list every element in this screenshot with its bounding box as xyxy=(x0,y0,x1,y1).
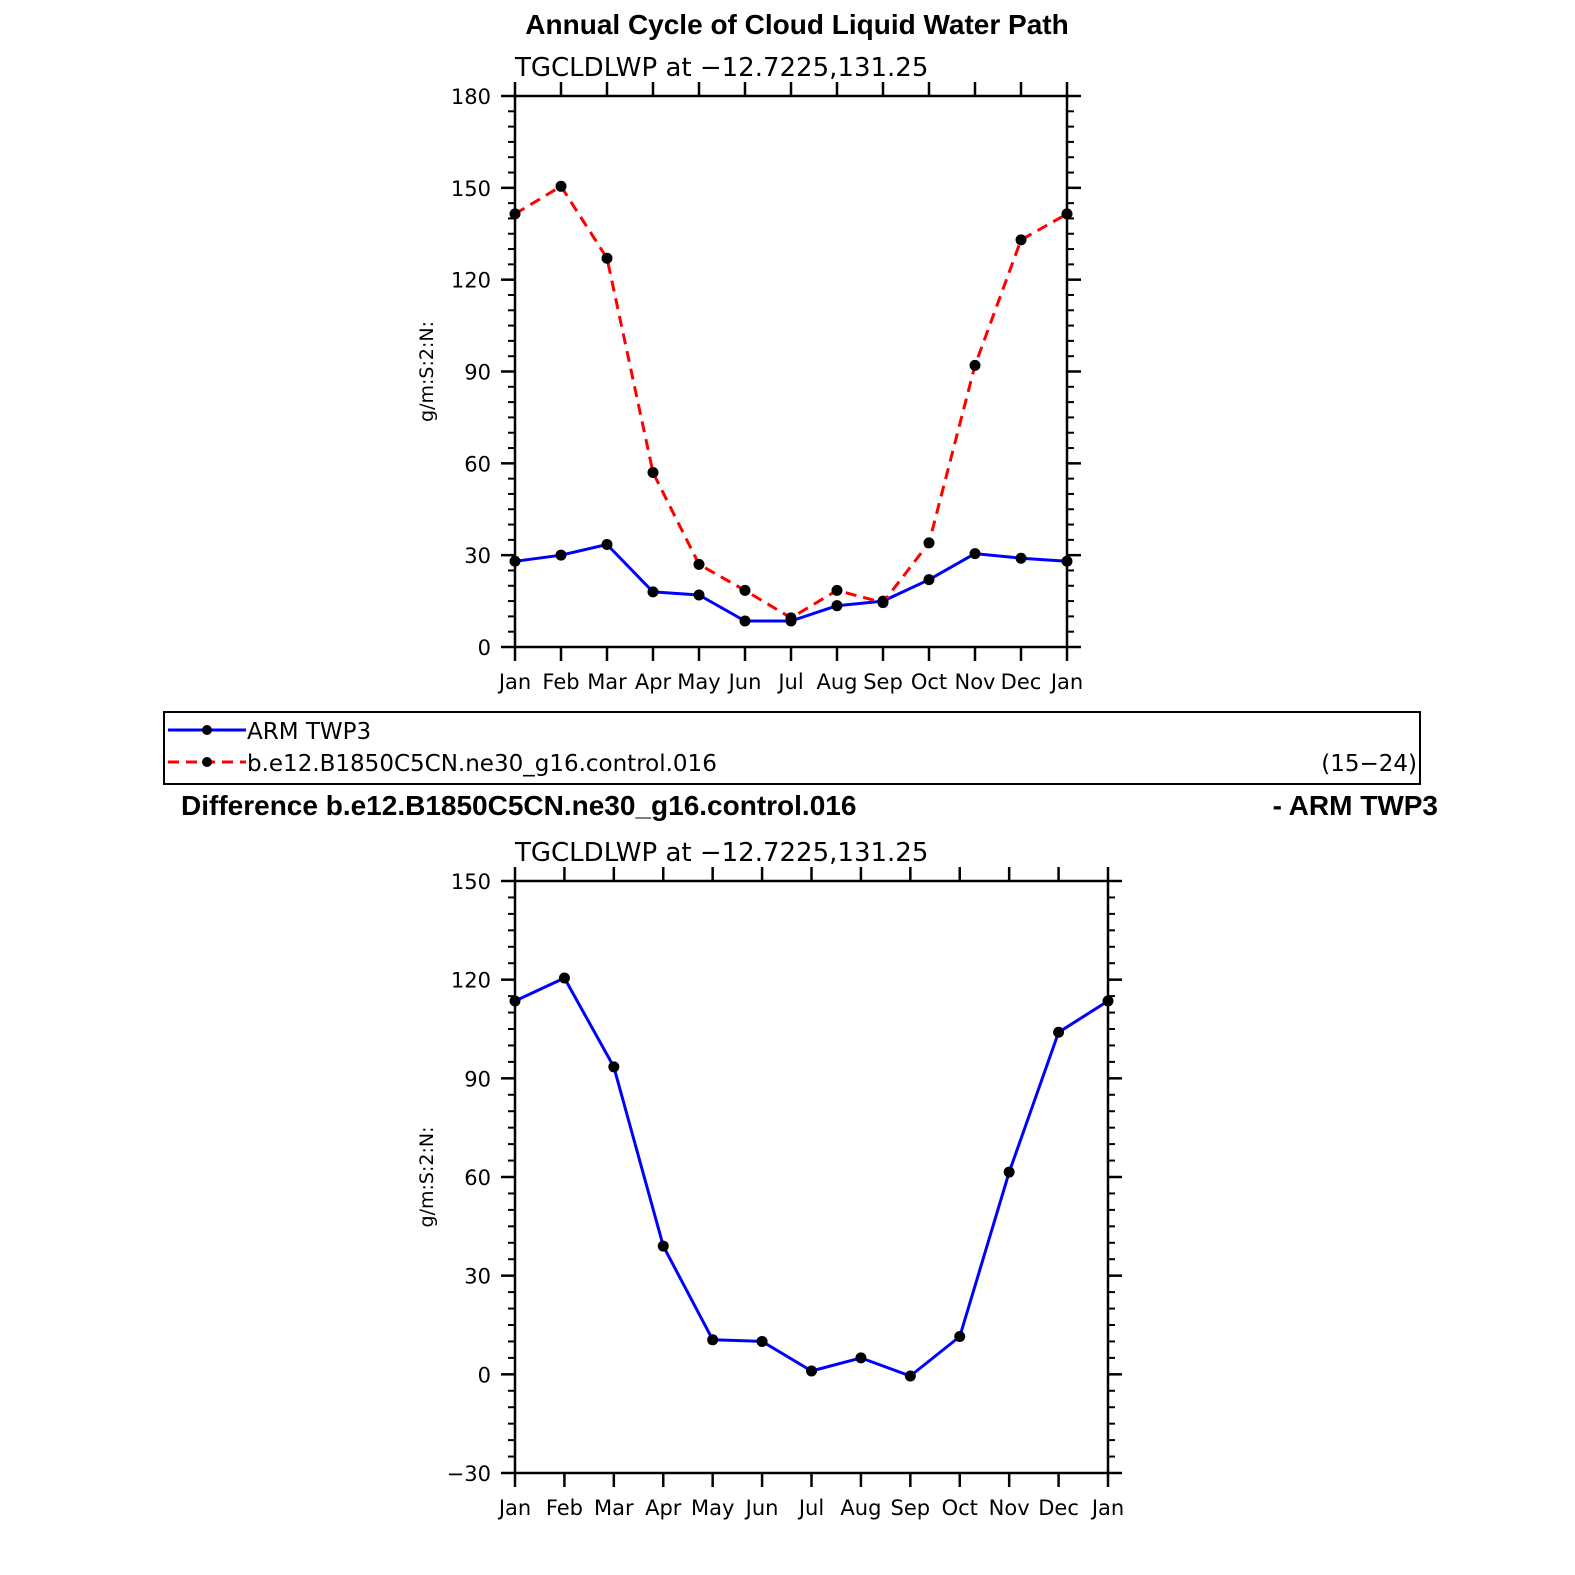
x-tick-label: Jan xyxy=(1090,1496,1124,1520)
y-tick-label: 60 xyxy=(464,1166,491,1190)
chart-2-series-1-point xyxy=(756,1335,768,1347)
chart-1-series-1-point xyxy=(693,589,705,601)
chart-1-series-2-point xyxy=(877,597,889,609)
chart-1-series-1-line xyxy=(514,543,1068,623)
legend: ARM TWP3 b.e12.B1850C5CN.ne30_g16.contro… xyxy=(163,711,1421,785)
legend-marker-model xyxy=(202,757,212,767)
chart-2: TGCLDLWP at −12.7225,131.25 g/m:S:2:N: −30… xyxy=(416,838,1124,1520)
chart-1-series-2-point xyxy=(739,584,751,596)
chart-1-series-2-point xyxy=(647,467,659,479)
chart-1-series-2-point xyxy=(509,208,521,220)
chart-1-series-1-point xyxy=(1015,552,1027,564)
chart-1-series-2-point xyxy=(693,558,705,570)
x-tick-label: Jun xyxy=(744,1496,779,1520)
y-tick-label: 30 xyxy=(464,1265,491,1289)
x-tick-label: Nov xyxy=(989,1496,1030,1520)
chart-2-series-1-point xyxy=(806,1365,817,1377)
x-tick-label: Oct xyxy=(942,1496,978,1520)
chart-1-series-1-point xyxy=(831,600,843,612)
chart-1: TGCLDLWP at −12.7225,131.25 g/m:S:2:N: 0 30… xyxy=(416,53,1083,694)
chart-2-ylabel: g/m:S:2:N: xyxy=(416,1127,438,1228)
chart-2-series-1-point xyxy=(1102,995,1114,1007)
chart-1-series-2-point xyxy=(1015,234,1027,246)
legend-years: (15−24) xyxy=(1321,751,1417,777)
y-tick-label: 0 xyxy=(478,1363,491,1387)
chart-1-series-1-point xyxy=(647,586,659,598)
x-tick-label: Sep xyxy=(863,670,903,694)
legend-label-arm: ARM TWP3 xyxy=(247,719,371,745)
x-tick-label: Oct xyxy=(911,670,947,694)
chart-2-series-1-point xyxy=(855,1352,867,1364)
legend-box xyxy=(163,711,1421,785)
y-tick-label: 90 xyxy=(464,1067,491,1091)
chart-2-series-1-point xyxy=(1053,1026,1065,1038)
x-tick-label: Jan xyxy=(1049,670,1083,694)
chart-1-series-1-point xyxy=(1061,555,1073,567)
y-tick-label: 120 xyxy=(451,969,491,993)
chart-2-series-1-point xyxy=(608,1061,620,1073)
plot-frame-2 xyxy=(513,879,1110,1475)
x-tick-label: Feb xyxy=(542,670,579,694)
y-tick-label: 150 xyxy=(451,177,491,201)
plot-frame-1 xyxy=(513,94,1069,649)
chart-2-series-1-point xyxy=(954,1331,966,1343)
chart-1-series-1-point xyxy=(509,555,521,567)
y-tick-label: 90 xyxy=(464,361,491,385)
x-tick-label: Mar xyxy=(587,670,627,694)
x-tick-label: Jul xyxy=(797,1496,824,1520)
chart-2-series-1-point xyxy=(657,1240,669,1252)
main-title: Annual Cycle of Cloud Liquid Water Path xyxy=(525,9,1068,40)
x-tick-label: Nov xyxy=(955,670,996,694)
y-tick-label: 30 xyxy=(464,544,491,568)
chart-1-series-2-point xyxy=(831,584,843,596)
x-tick-label: Apr xyxy=(645,1496,682,1520)
y-tick-label: 120 xyxy=(451,269,491,293)
chart-1-series-1-point xyxy=(739,615,751,627)
x-tick-label: Dec xyxy=(1038,1496,1079,1520)
chart-2-series-1-point xyxy=(1003,1166,1015,1178)
chart-1-series-1-point xyxy=(555,549,567,561)
x-tick-label: Dec xyxy=(1001,670,1042,694)
chart-1-series-2-point xyxy=(1061,208,1073,220)
chart-1-subtitle: TGCLDLWP at −12.7225,131.25 xyxy=(514,53,928,83)
chart-2-series-1-point xyxy=(904,1370,916,1382)
y-tick-label: −30 xyxy=(447,1462,491,1486)
legend-marker-arm xyxy=(202,725,212,735)
x-tick-label: Aug xyxy=(816,670,857,694)
chart-2-series-1-point xyxy=(707,1334,719,1346)
chart-1-series-2-point xyxy=(555,180,567,192)
chart-2-series-1-line xyxy=(514,976,1109,1378)
x-tick-label: Apr xyxy=(635,670,672,694)
x-tick-label: Feb xyxy=(546,1496,583,1520)
x-tick-label: Sep xyxy=(891,1496,931,1520)
x-tick-label: Jun xyxy=(727,670,762,694)
chart-1-series-1-point xyxy=(923,574,935,586)
x-tick-label: Jan xyxy=(497,1496,531,1520)
x-tick-label: Aug xyxy=(840,1496,881,1520)
y-tick-label: 0 xyxy=(478,636,491,660)
chart-2-subtitle: TGCLDLWP at −12.7225,131.25 xyxy=(514,838,928,868)
y-tick-label: 60 xyxy=(464,452,491,476)
x-tick-label: Jan xyxy=(497,670,531,694)
y-tick-label: 180 xyxy=(451,85,491,109)
chart-1-series-1-point xyxy=(969,548,981,560)
chart-2-series-1-point xyxy=(509,995,521,1007)
legend-label-model: b.e12.B1850C5CN.ne30_g16.control.016 xyxy=(247,751,717,777)
chart-2-series-1-point xyxy=(558,972,570,984)
chart-1-series-2-point xyxy=(923,537,935,549)
chart-1-ylabel: g/m:S:2:N: xyxy=(416,321,438,422)
x-tick-label: May xyxy=(691,1496,734,1520)
chart-1-series-2-point xyxy=(601,252,613,264)
chart-1-series-2-point xyxy=(785,612,797,624)
x-tick-label: Jul xyxy=(776,670,803,694)
y-tick-label: 150 xyxy=(451,870,491,894)
x-tick-label: Mar xyxy=(594,1496,634,1520)
chart-1-series-1-point xyxy=(601,538,613,550)
chart-1-series-2-point xyxy=(969,359,981,371)
x-tick-label: May xyxy=(677,670,720,694)
diff-title-left: Difference b.e12.B1850C5CN.ne30_g16.cont… xyxy=(181,790,856,821)
diff-title-right: - ARM TWP3 xyxy=(1273,790,1438,821)
